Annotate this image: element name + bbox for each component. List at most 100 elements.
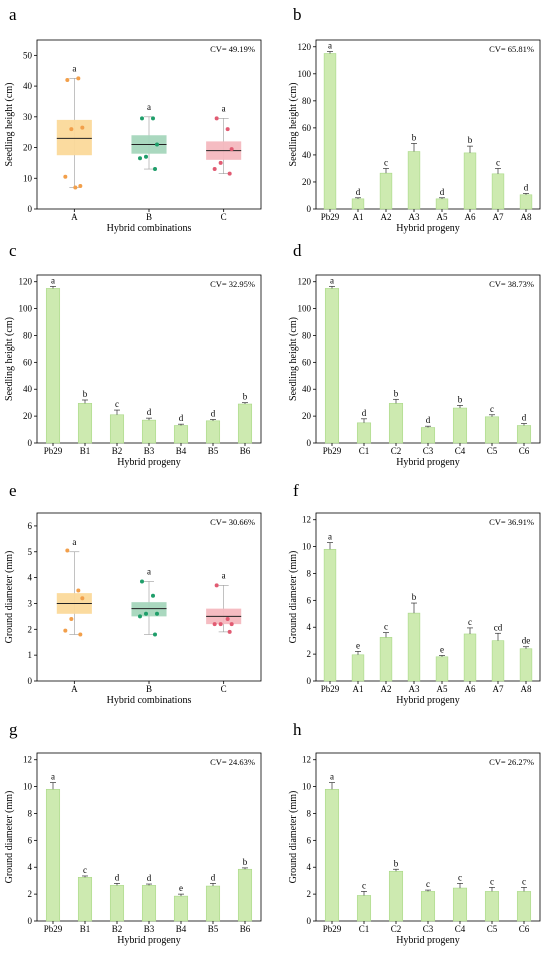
bar-A6	[463, 633, 477, 682]
y-tick-label: 60	[23, 357, 33, 367]
y-tick-label: 80	[23, 330, 33, 340]
data-point	[225, 127, 230, 132]
x-tick-label: A1	[353, 212, 364, 222]
data-point	[218, 622, 223, 627]
data-point	[212, 167, 217, 172]
y-tick-label: 2	[307, 889, 312, 899]
y-tick-label: 120	[19, 277, 33, 287]
x-tick-label: A2	[381, 212, 392, 222]
data-point	[218, 160, 223, 165]
bar-C6	[516, 891, 532, 922]
x-tick-label: B	[146, 212, 152, 222]
significance-letter: b	[412, 132, 417, 142]
y-tick-label: 0	[28, 438, 33, 448]
significance-letter: c	[458, 872, 462, 882]
significance-letter: c	[490, 404, 494, 414]
plot-frame	[315, 512, 541, 682]
significance-letter: d	[356, 187, 361, 197]
y-tick-label: 4	[307, 862, 312, 872]
x-tick-label: Pb29	[44, 924, 63, 934]
y-tick-label: 50	[23, 50, 33, 60]
y-axis-title: Seedling height (cm)	[288, 83, 299, 167]
data-point	[140, 579, 144, 584]
significance-letter: d	[147, 873, 152, 883]
bar-C3	[420, 427, 436, 444]
bar-A8	[519, 194, 533, 210]
x-axis-title: Hybrid progeny	[396, 223, 460, 234]
y-tick-label: 12	[302, 755, 311, 765]
x-tick-label: C5	[487, 446, 498, 456]
y-tick-label: 100	[19, 304, 33, 314]
y-axis-title: Seedling height (cm)	[4, 83, 15, 167]
x-tick-label: B2	[112, 924, 123, 934]
significance-letter: c	[490, 876, 494, 886]
x-tick-label: B	[146, 684, 152, 694]
y-tick-label: 4	[28, 573, 33, 583]
y-tick-label: 0	[307, 438, 312, 448]
bar-A1	[351, 198, 365, 210]
bar-A7	[491, 173, 505, 210]
bar-A5	[435, 656, 449, 682]
significance-letter: b	[83, 389, 88, 399]
x-tick-label: B5	[208, 924, 219, 934]
panel-letter: c	[9, 241, 17, 260]
bar-Pb29	[323, 548, 337, 682]
y-tick-label: 8	[307, 568, 312, 578]
x-tick-label: A8	[521, 684, 532, 694]
y-tick-label: 6	[307, 835, 312, 845]
bar-A2	[379, 637, 393, 682]
data-point	[225, 616, 230, 621]
x-tick-label: B1	[80, 446, 91, 456]
y-axis-title: Ground diameter (mm)	[288, 551, 299, 644]
significance-letter: a	[147, 102, 151, 112]
significance-letter: b	[243, 392, 248, 402]
significance-letter: d	[179, 413, 184, 423]
y-tick-label: 60	[302, 357, 312, 367]
bar-C5	[484, 891, 500, 922]
significance-letter: c	[83, 865, 87, 875]
bar-C2	[388, 870, 404, 922]
y-tick-label: 6	[307, 595, 312, 605]
y-tick-label: 30	[23, 112, 33, 122]
y-tick-label: 8	[307, 808, 312, 818]
x-tick-label: A6	[465, 212, 476, 222]
y-tick-label: 0	[28, 676, 33, 686]
cv-annotation: CV= 49.19%	[210, 44, 255, 54]
y-axis-title: Ground diameter (mm)	[288, 791, 299, 884]
x-axis-title: Hybrid progeny	[396, 457, 460, 468]
x-tick-label: B4	[176, 924, 187, 934]
bar-C4	[452, 887, 468, 922]
significance-letter: d	[426, 415, 431, 425]
y-tick-label: 1	[28, 650, 33, 660]
significance-letter: a	[51, 772, 55, 782]
y-tick-label: 2	[28, 889, 33, 899]
significance-letter: d	[211, 872, 216, 882]
x-tick-label: A2	[381, 684, 392, 694]
bar-B2	[109, 885, 125, 922]
y-tick-label: 10	[302, 782, 312, 792]
data-point	[78, 183, 83, 188]
y-tick-label: 12	[23, 755, 32, 765]
x-tick-label: A6	[465, 684, 476, 694]
y-tick-label: 80	[302, 96, 312, 106]
significance-letter: d	[440, 187, 445, 197]
cv-annotation: CV= 26.27%	[489, 757, 534, 767]
bar-Pb29	[323, 53, 337, 210]
significance-letter: e	[440, 644, 444, 654]
significance-letter: b	[394, 388, 399, 398]
data-point	[214, 116, 219, 121]
data-point	[76, 76, 81, 81]
y-tick-label: 120	[298, 42, 312, 52]
significance-letter: d	[522, 413, 527, 423]
bar-Pb29	[324, 288, 340, 444]
x-tick-label: C3	[423, 446, 434, 456]
y-tick-label: 100	[298, 69, 312, 79]
x-tick-label: Pb29	[321, 212, 340, 222]
cv-annotation: CV= 24.63%	[210, 757, 255, 767]
data-point	[80, 125, 85, 130]
data-point	[73, 185, 78, 190]
x-tick-label: B6	[240, 446, 251, 456]
panel-c: c 0 20 40 60 80 100 120 Seedling height (cm) Hybr…	[4, 241, 262, 468]
x-tick-label: C6	[519, 924, 530, 934]
